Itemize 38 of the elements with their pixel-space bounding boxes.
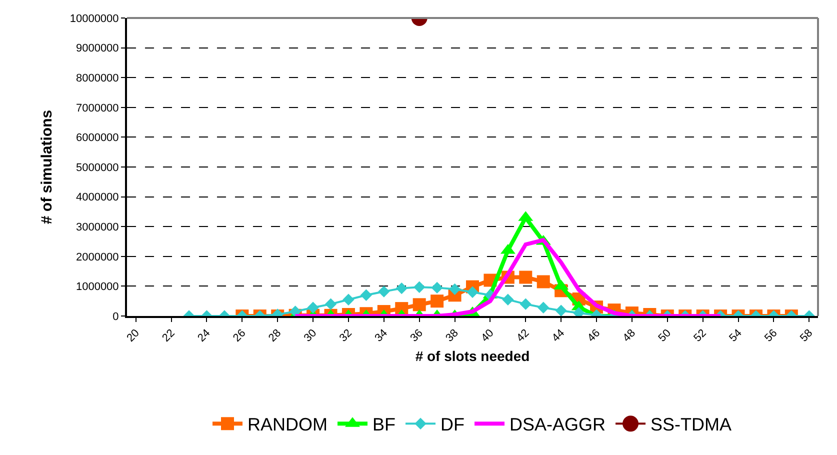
y-tick-label: 7000000 <box>76 102 119 114</box>
y-tick-label: 9000000 <box>76 42 119 55</box>
x-tick-label: 26 <box>231 327 248 344</box>
x-tick-label: 30 <box>302 327 320 344</box>
y-axis-title: # of simulations <box>38 110 56 224</box>
y-tick-label: 3000000 <box>76 221 119 234</box>
x-tick-label: 50 <box>656 327 674 344</box>
y-tick-label: 10000000 <box>70 12 119 25</box>
x-tick-label: 44 <box>550 327 568 344</box>
y-tick-label: 2000000 <box>76 251 119 264</box>
y-tick-label: 6000000 <box>76 132 119 144</box>
legend-label: DF <box>440 414 465 435</box>
x-tick-label: 52 <box>692 327 709 344</box>
x-tick-label: 54 <box>727 327 744 344</box>
x-tick-label: 40 <box>479 327 496 344</box>
y-tick-label: 5000000 <box>76 162 119 174</box>
x-tick-label: 34 <box>372 327 390 344</box>
legend-label: SS-TDMA <box>650 414 732 435</box>
x-tick-label: 38 <box>444 327 461 344</box>
y-tick-label: 4000000 <box>76 192 119 204</box>
x-tick-label: 42 <box>514 327 532 344</box>
x-tick-label: 56 <box>762 327 780 344</box>
y-tick-label: 8000000 <box>76 72 119 84</box>
x-tick-label: 58 <box>798 327 816 344</box>
legend-label: RANDOM <box>248 414 328 435</box>
x-tick-label: 24 <box>196 327 213 344</box>
x-tick-label: 22 <box>160 327 178 344</box>
x-axis-title: # of slots needed <box>415 348 530 364</box>
x-tick-label: 36 <box>408 327 426 344</box>
x-tick-label: 48 <box>620 327 638 344</box>
x-tick-label: 46 <box>585 327 603 344</box>
x-tick-label: 28 <box>266 327 284 344</box>
y-tick-label: 1000000 <box>76 281 119 294</box>
y-tick-label: 0 <box>112 310 119 323</box>
legend-label: BF <box>372 414 396 435</box>
x-tick-label: 20 <box>124 327 142 344</box>
legend-label: DSA-AGGR <box>510 414 606 435</box>
x-tick-label: 32 <box>337 327 354 344</box>
